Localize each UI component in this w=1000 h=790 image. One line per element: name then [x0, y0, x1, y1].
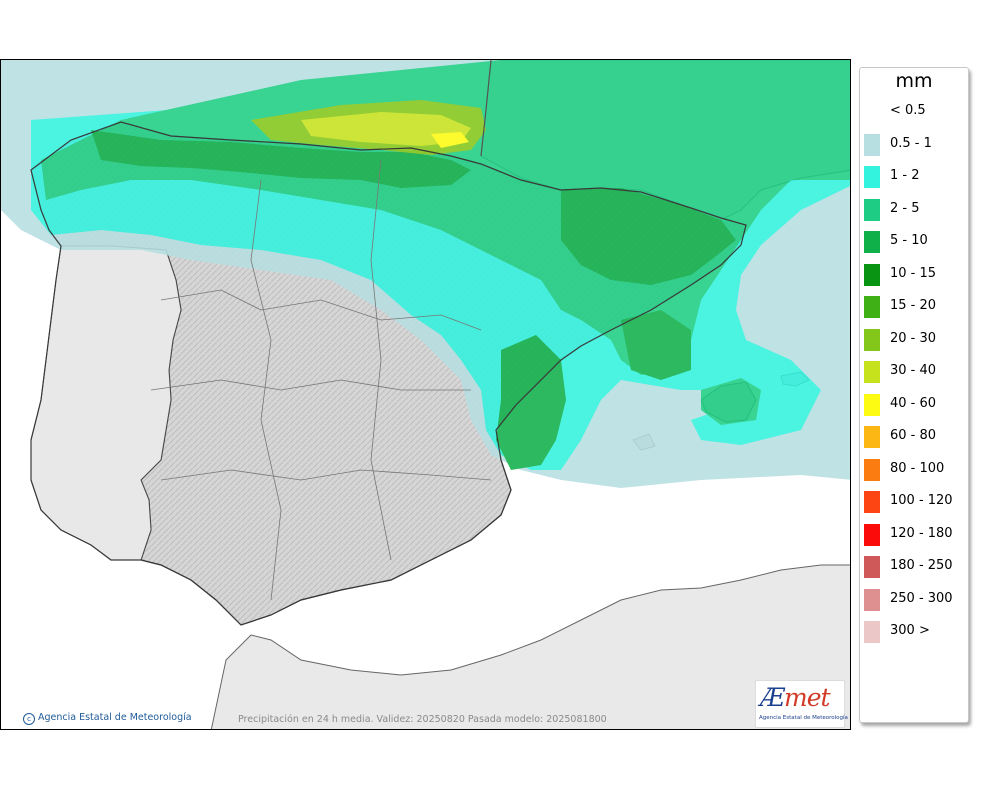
legend-swatch: [864, 458, 880, 481]
africa-land: [210, 564, 850, 729]
legend-item: 20 - 30: [864, 326, 968, 351]
legend-swatch: [864, 133, 880, 156]
legend-swatch: [864, 621, 880, 643]
legend-label: 15 - 20: [890, 298, 937, 313]
precipitation-field: [1, 60, 850, 488]
logo-wordmark: Æmet: [760, 683, 831, 712]
legend-label: 40 - 60: [890, 395, 937, 411]
field-5-10: [91, 130, 471, 188]
legend-swatch: [864, 393, 880, 416]
legend-label: < 0.5: [890, 103, 926, 118]
legend-label: 10 - 15: [890, 265, 937, 281]
legend-item: 300 >: [864, 618, 968, 643]
legend-item: 30 - 40: [864, 358, 968, 383]
legend-item: 40 - 60: [864, 391, 968, 416]
legend-item: 100 - 120: [864, 488, 968, 513]
field-5-10-pyrenees: [561, 188, 736, 285]
legend-item: 1 - 2: [864, 163, 968, 188]
legend-label: 0.5 - 1: [890, 135, 932, 151]
legend-item: 60 - 80: [864, 423, 968, 448]
borders: [30, 60, 747, 626]
field-2-5: [41, 60, 850, 375]
legend-swatch: [864, 491, 880, 513]
legend-item: 10 - 15: [864, 261, 968, 286]
field-5-10-east: [621, 310, 691, 380]
field-2-5-balearic: [701, 378, 761, 425]
legend-swatch: [864, 588, 880, 611]
map-caption: Precipitación en 24 h media. Validez: 20…: [238, 714, 607, 725]
legend-item: 120 - 180: [864, 521, 968, 546]
legend-item: 0.5 - 1: [864, 131, 968, 156]
legend-item: 15 - 20: [864, 293, 968, 318]
legend-label: 250 - 300: [890, 590, 953, 606]
legend-swatch: [864, 263, 880, 286]
precipitation-map: c Agencia Estatal de Meteorología Precipi…: [0, 59, 851, 730]
agency-credit: c Agencia Estatal de Meteorología: [23, 712, 192, 725]
legend-swatch: [864, 296, 880, 318]
legend-swatch: [864, 328, 880, 351]
legend-label: 80 - 100: [890, 460, 945, 476]
legend-label: 2 - 5: [890, 200, 920, 216]
legend-label: 30 - 40: [890, 363, 937, 378]
legend-label: 180 - 250: [890, 558, 953, 573]
legend-swatch: [864, 198, 880, 221]
legend-item: 80 - 100: [864, 456, 968, 481]
legend-swatch: [864, 166, 880, 188]
legend-swatch: [864, 426, 880, 448]
legend-label: 120 - 180: [890, 525, 953, 541]
legend-label: 60 - 80: [890, 428, 937, 443]
legend-label: 100 - 120: [890, 493, 953, 508]
legend-item: 250 - 300: [864, 586, 968, 611]
field-30-40: [301, 112, 471, 146]
legend-swatch: [864, 556, 880, 578]
legend-item: < 0.5: [864, 98, 968, 122]
legend-swatch: [864, 523, 880, 546]
legend-swatch: [864, 231, 880, 253]
field-5-10-levante: [496, 335, 566, 470]
field-40-60: [431, 132, 469, 148]
copyright-icon: c: [23, 713, 35, 725]
legend-item: 180 - 250: [864, 553, 968, 578]
legend-panel: mm < 0.5 0.5 - 1 1 - 2 2 - 5 5 - 10 10 - 15 15…: [859, 67, 969, 723]
legend-label: 5 - 10: [890, 233, 928, 248]
agency-credit-text: Agencia Estatal de Meteorología: [38, 712, 192, 723]
legend-label: 300 >: [890, 623, 930, 638]
map-canvas: [1, 60, 850, 729]
aemet-logo: Æmet Agencia Estatal de Meteorología: [755, 680, 848, 728]
legend-swatch: [864, 361, 880, 383]
legend-unit: mm: [895, 70, 933, 92]
legend-item: 2 - 5: [864, 196, 968, 221]
legend-label: 20 - 30: [890, 330, 937, 346]
legend-label: 1 - 2: [890, 168, 920, 183]
legend-item: 5 - 10: [864, 228, 968, 253]
logo-subtitle: Agencia Estatal de Meteorología: [759, 715, 848, 721]
